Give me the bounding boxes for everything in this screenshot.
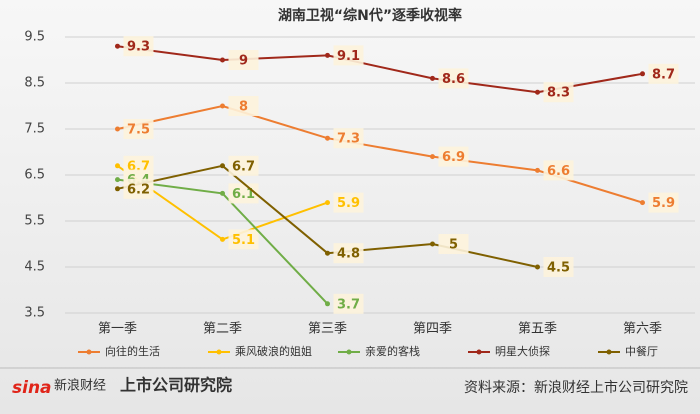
legend-label: 中餐厅: [625, 344, 658, 358]
data-label: 7.3: [337, 132, 360, 147]
point: [220, 103, 225, 109]
legend-marker: [346, 349, 352, 355]
data-label: 3.7: [337, 297, 360, 312]
point: [430, 75, 435, 81]
data-label: 5.9: [337, 196, 360, 211]
legend-marker: [216, 349, 222, 355]
data-label: 6.9: [442, 150, 465, 165]
point: [325, 250, 330, 256]
point: [220, 236, 225, 242]
data-label: 9: [239, 54, 248, 69]
legend-label: 亲爱的客栈: [365, 344, 420, 358]
point: [325, 135, 330, 141]
data-label: 6.6: [547, 164, 570, 179]
legend-marker: [476, 349, 482, 355]
point: [535, 167, 540, 173]
point: [115, 177, 120, 183]
data-label: 6.2: [127, 182, 150, 197]
y-tick-label: 5.5: [24, 214, 45, 229]
label-box: [333, 45, 364, 66]
label-box: [438, 234, 469, 254]
point: [430, 154, 435, 160]
point: [220, 190, 225, 196]
data-label: 9.3: [127, 40, 150, 55]
point: [115, 126, 120, 132]
legend-label: 明星大侦探: [495, 344, 550, 358]
brand-institute: 上市公司研究院: [120, 376, 232, 395]
y-tick-label: 7.5: [24, 122, 45, 137]
point: [115, 186, 120, 192]
legend-label: 向往的生活: [105, 344, 160, 358]
data-label: 5: [449, 238, 458, 253]
label-box: [228, 155, 259, 176]
data-label: 6.1: [232, 187, 255, 202]
legend-marker: [86, 349, 92, 355]
point: [535, 264, 540, 270]
data-label: 4.8: [337, 247, 360, 262]
data-label: 8.6: [442, 72, 465, 87]
label-box: [228, 96, 259, 116]
y-tick-label: 6.5: [24, 168, 45, 183]
data-label: 7.5: [127, 123, 150, 138]
point: [115, 43, 120, 49]
point: [325, 200, 330, 206]
y-tick-label: 8.5: [24, 76, 45, 91]
point: [640, 200, 645, 206]
point: [220, 57, 225, 63]
data-label: 6.7: [232, 159, 255, 174]
x-tick-label: 第六季: [623, 322, 662, 337]
label-box: [123, 36, 154, 57]
data-label: 8: [239, 100, 248, 115]
point: [115, 163, 120, 169]
label-box: [333, 243, 364, 264]
data-label: 9.1: [337, 49, 360, 64]
point: [325, 301, 330, 307]
label-box: [228, 50, 259, 70]
point: [220, 163, 225, 169]
x-tick-label: 第二季: [203, 322, 242, 337]
label-box: [123, 119, 154, 139]
x-tick-label: 第四季: [413, 322, 452, 337]
y-tick-label: 9.5: [24, 30, 45, 45]
chart-title: 湖南卫视“综N代”逐季收视率: [278, 7, 462, 24]
x-tick-label: 第五季: [518, 322, 557, 337]
point: [325, 52, 330, 58]
legend-marker: [606, 349, 612, 355]
label-box: [123, 178, 154, 199]
data-label: 5.1: [232, 233, 255, 248]
y-tick-label: 3.5: [24, 306, 45, 321]
data-label: 8.3: [547, 86, 570, 101]
x-tick-label: 第三季: [308, 322, 347, 337]
label-box: [333, 293, 364, 314]
label-box: [228, 229, 259, 250]
label-box: [543, 160, 574, 181]
label-box: [648, 63, 679, 84]
label-box: [438, 68, 469, 89]
label-box: [438, 146, 469, 167]
legend-label: 乘风破浪的姐姐: [235, 344, 312, 358]
data-label: 4.5: [547, 261, 570, 276]
label-box: [333, 192, 364, 213]
label-box: [543, 257, 574, 277]
brand-name: 新浪财经: [54, 378, 106, 394]
y-tick-label: 4.5: [24, 260, 45, 275]
point: [640, 71, 645, 77]
data-label: 5.9: [652, 196, 675, 211]
data-label: 8.7: [652, 67, 675, 82]
label-box: [648, 192, 679, 213]
x-tick-label: 第一季: [98, 322, 137, 337]
source: 资料来源：新浪财经上市公司研究院: [464, 379, 688, 396]
brand-sina: sina: [12, 378, 52, 398]
point: [535, 89, 540, 95]
label-box: [543, 82, 574, 103]
label-box: [333, 128, 364, 149]
point: [430, 241, 435, 247]
